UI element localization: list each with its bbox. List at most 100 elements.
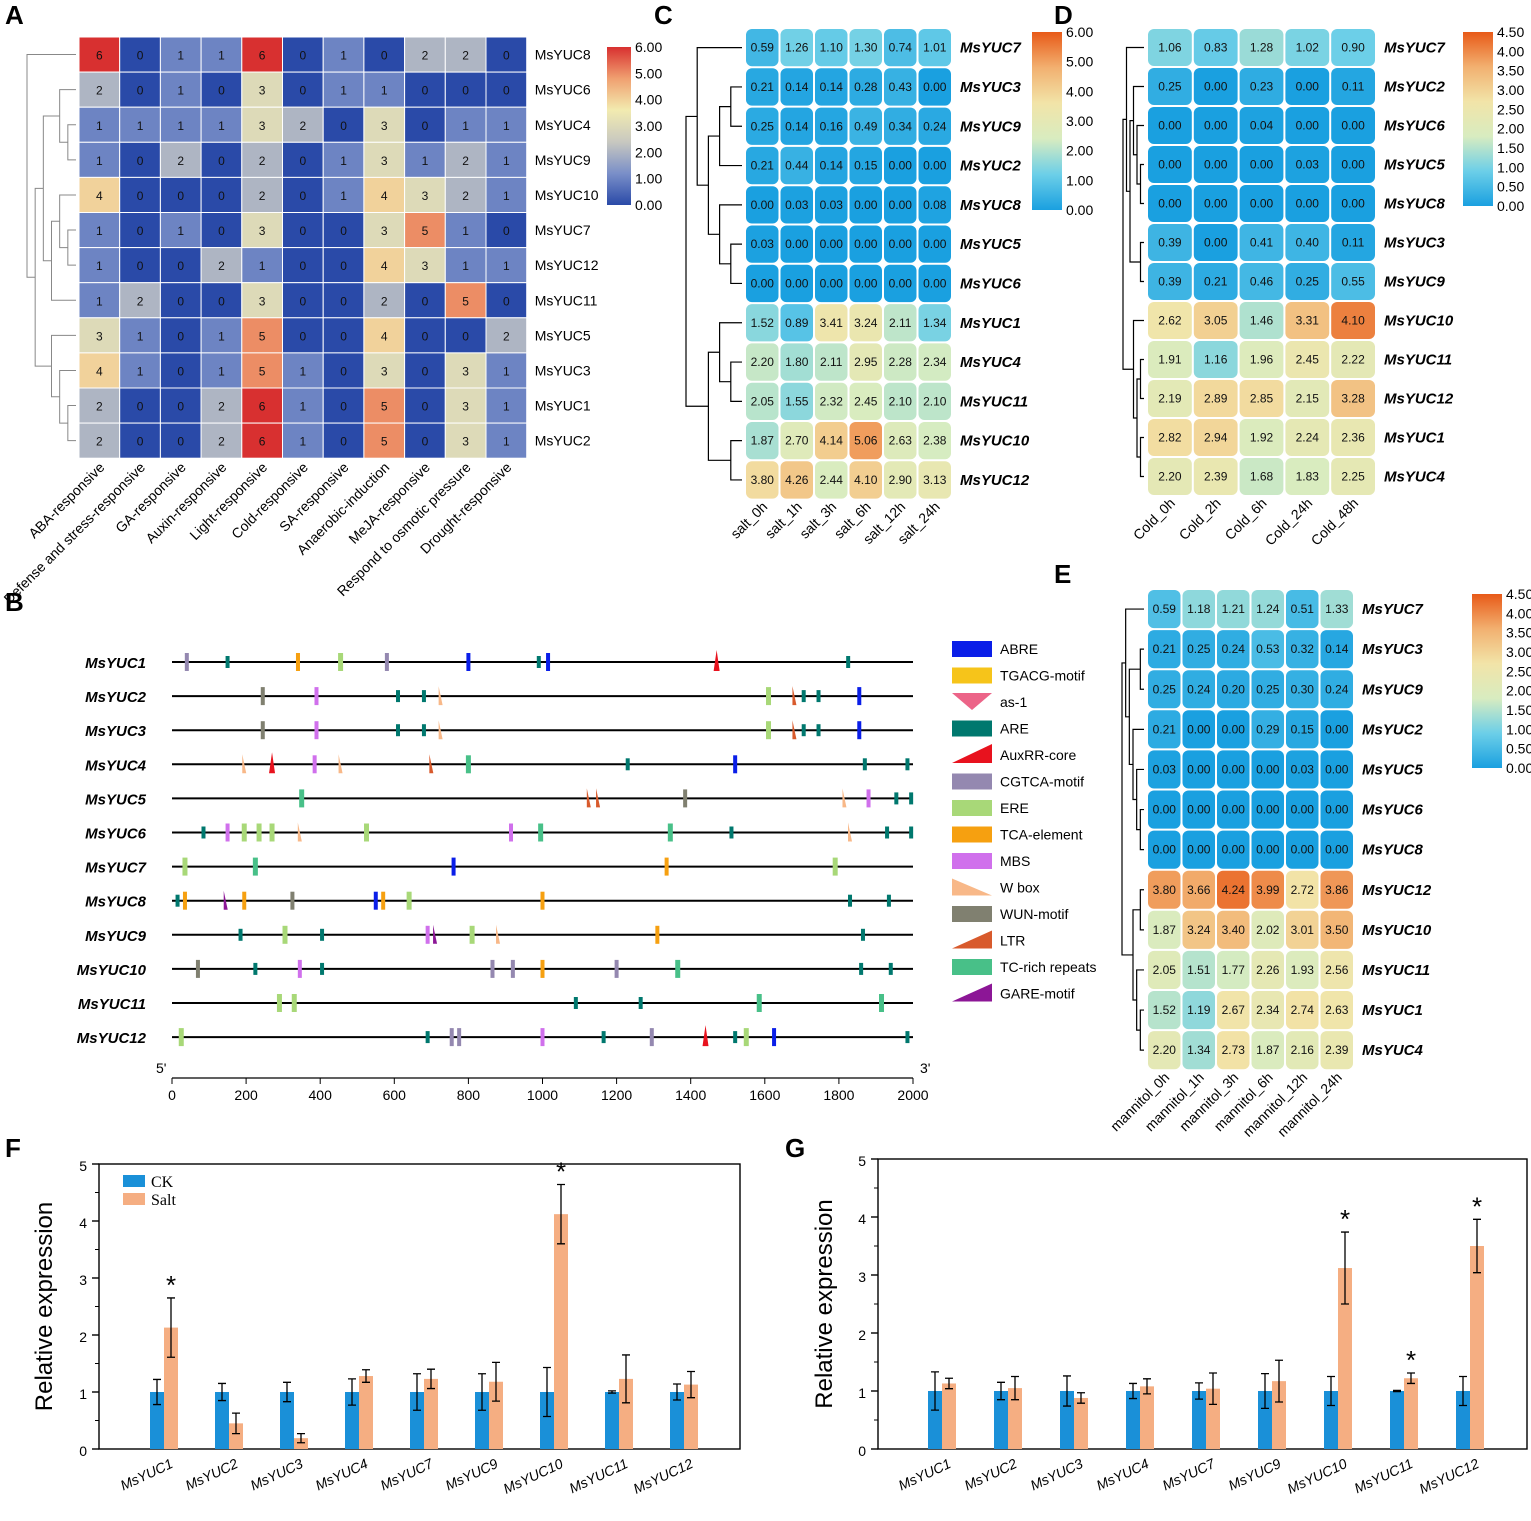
heatmap-cell	[746, 186, 779, 224]
heatmap-row-label: MsYUC11	[1362, 962, 1430, 979]
error-bar	[362, 1369, 370, 1383]
heatmap-cell-value: 0	[381, 49, 388, 63]
heatmap-cell	[159, 387, 202, 424]
gene-label: MsYUC5	[85, 791, 147, 808]
cis-element-mark	[766, 687, 772, 706]
heatmap-cell	[1251, 870, 1284, 909]
cis-element-mark	[842, 788, 847, 808]
heatmap-row-label: MsYUC6	[535, 82, 591, 98]
x-axis-category-label: MsYUC11	[1352, 1455, 1416, 1496]
heatmap-row-label: MsYUC1	[1384, 430, 1445, 447]
heatmap-row-label: MsYUC5	[960, 236, 1022, 253]
color-scale-tick: 0.00	[1497, 198, 1524, 214]
heatmap-cell-value: 0.00	[1256, 843, 1280, 857]
heatmap-cell	[1251, 630, 1284, 669]
x-axis-category-label: MsYUC4	[1094, 1455, 1152, 1493]
heatmap-cell	[200, 352, 243, 389]
cis-element-mark	[675, 959, 681, 978]
cis-element-mark	[364, 823, 370, 842]
heatmap-cell	[1320, 750, 1353, 789]
cis-element-mark	[766, 721, 772, 740]
legend-swatch	[123, 1175, 145, 1187]
heatmap-cell-value: 2.45	[854, 394, 878, 408]
heatmap-cell-value: 1	[300, 400, 307, 414]
dendrogram-panel-E-branch	[1136, 969, 1144, 1031]
heatmap-cell-value: 0.03	[1296, 158, 1320, 172]
heatmap-row-label: MsYUC6	[1362, 802, 1424, 819]
heatmap-cell-value: 0.46	[1250, 275, 1274, 289]
heatmap-cell	[282, 422, 324, 459]
heatmap-cell	[241, 212, 284, 249]
cis-element-mark	[713, 650, 720, 671]
heatmap-row-label: MsYUC10	[1362, 922, 1432, 939]
heatmap-cell-value: 0.00	[1222, 803, 1246, 817]
heatmap-cell	[322, 212, 365, 249]
heatmap-cell-value: 0.24	[1325, 682, 1349, 696]
bar-ck	[994, 1391, 1008, 1449]
heatmap-cell	[1331, 380, 1375, 417]
x-axis-tick-label: 2000	[897, 1087, 928, 1103]
cis-element-mark	[295, 653, 300, 671]
dendrogram-panel-E-branch	[1139, 648, 1144, 690]
heatmap-cell-value: 0	[503, 224, 510, 238]
cis-element-mark	[729, 826, 734, 839]
heatmap-cell	[1285, 341, 1330, 378]
heatmap-cell	[119, 282, 161, 319]
panel-label-g: G	[785, 1133, 805, 1163]
heatmap-cell	[1286, 830, 1319, 869]
heatmap-cell-value: 1.24	[1256, 602, 1280, 616]
heatmap-cell	[1239, 341, 1284, 378]
cis-element-mark	[465, 755, 471, 774]
heatmap-cell	[1148, 670, 1181, 709]
bar-ck	[215, 1392, 229, 1449]
heatmap-cell-value: 2.34	[923, 355, 947, 369]
dendrogram-a-branch	[26, 54, 76, 278]
heatmap-cell	[849, 186, 882, 224]
heatmap-cell-value: 1.77	[1222, 963, 1246, 977]
heatmap-cell-value: 0.21	[1153, 642, 1177, 656]
heatmap-cell-value: 1.34	[1187, 1043, 1211, 1057]
cis-element-mark	[178, 1028, 184, 1047]
error-bar	[1393, 1389, 1401, 1393]
cis-element-mark	[425, 1031, 430, 1044]
heatmap-cell	[1193, 68, 1238, 105]
heatmap-cell	[119, 422, 161, 459]
heatmap-cell-value: 4	[96, 189, 103, 203]
bar-ck	[540, 1392, 554, 1449]
legend-swatch	[123, 1193, 145, 1205]
heatmap-cell-value: 0	[300, 224, 307, 238]
heatmap-cell	[1239, 419, 1284, 456]
heatmap-cell-value: 0.00	[751, 276, 775, 290]
dendrogram-panel-C-branch	[707, 135, 720, 235]
heatmap-cell	[1331, 146, 1375, 183]
heatmap-cell-value: 2	[462, 189, 469, 203]
bar-ck	[410, 1392, 424, 1449]
heatmap-cell	[1148, 146, 1192, 183]
heatmap-cell-value: 3.40	[1222, 923, 1246, 937]
heatmap-cell-value: 1.87	[751, 434, 775, 448]
heatmap-col-label: salt_0h	[727, 498, 770, 541]
heatmap-cell-value: 0.00	[1187, 762, 1211, 776]
heatmap-cell-value: 1.01	[923, 41, 947, 55]
heatmap-cell-value: 0.03	[751, 237, 775, 251]
heatmap-cell-value: 1	[462, 119, 469, 133]
heatmap-cell	[1331, 263, 1375, 300]
heatmap-cell	[1148, 910, 1181, 949]
heatmap-cell-value: 3.66	[1187, 883, 1211, 897]
heatmap-cell	[884, 422, 917, 460]
heatmap-cell	[746, 422, 779, 460]
heatmap-cell-value: 0.00	[854, 276, 878, 290]
heatmap-cell-value: 0.00	[1325, 843, 1349, 857]
heatmap-cell-value: 0	[422, 435, 429, 449]
heatmap-cell	[884, 146, 917, 185]
heatmap-cell-value: 2.95	[854, 355, 878, 369]
cis-element-mark	[269, 823, 275, 842]
heatmap-cell	[282, 317, 324, 354]
heatmap-cell	[119, 387, 161, 424]
heatmap-row-label: MsYUC2	[960, 158, 1022, 175]
heatmap-cell	[849, 68, 882, 106]
cis-element-mark	[601, 1031, 606, 1044]
dendrogram-a-branch	[67, 229, 76, 266]
heatmap-cell	[1251, 590, 1284, 629]
heatmap-cell	[363, 282, 406, 319]
